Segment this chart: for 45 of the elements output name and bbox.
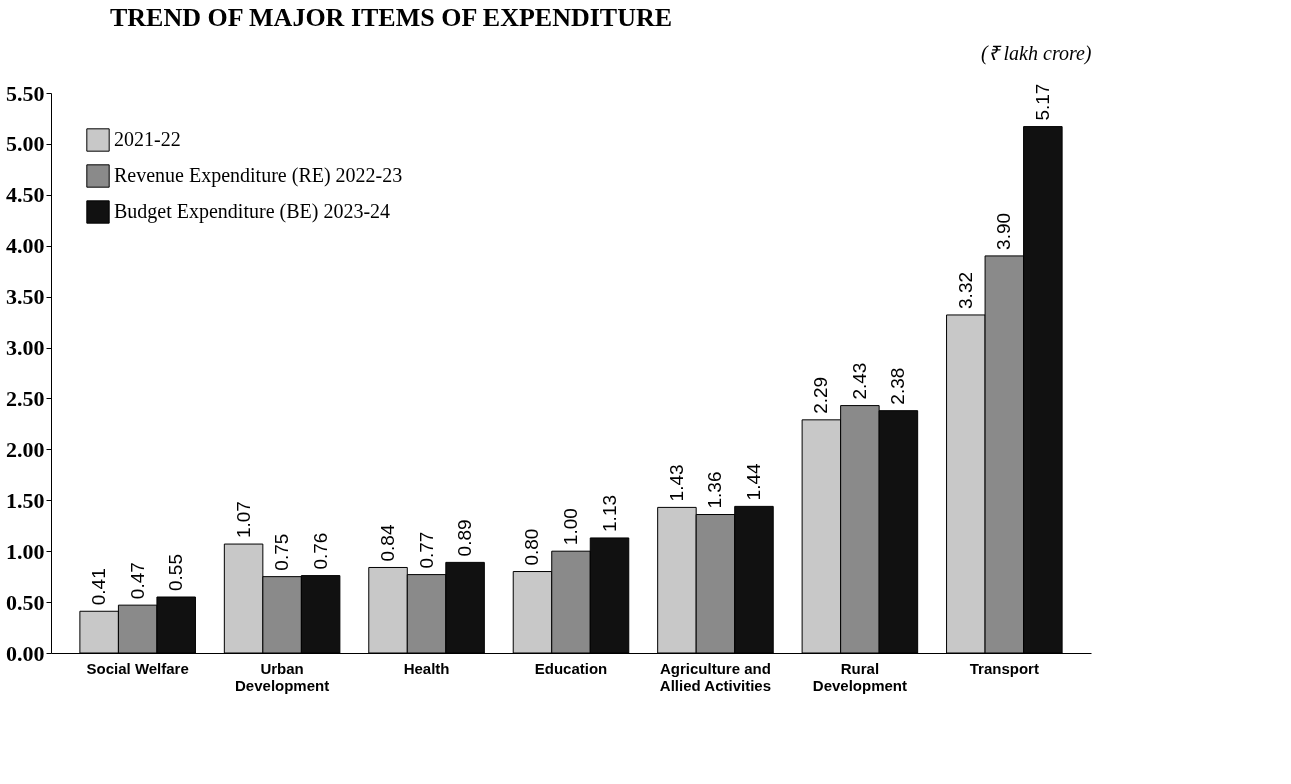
data-label: 1.43 xyxy=(665,464,687,502)
legend-label: Budget Expenditure (BE) 2023-24 xyxy=(114,200,391,223)
data-label: 3.32 xyxy=(954,271,976,309)
data-label: 2.43 xyxy=(848,362,870,400)
data-label: 0.84 xyxy=(377,524,399,562)
chart-title: TREND OF MAJOR ITEMS OF EXPENDITURE xyxy=(109,3,673,32)
data-label: 0.55 xyxy=(165,554,187,591)
data-label: 2.38 xyxy=(887,367,909,405)
legend-label: Revenue Expenditure (RE) 2022-23 xyxy=(114,164,403,187)
data-label: 1.00 xyxy=(560,508,581,546)
data-label: 2.29 xyxy=(810,376,832,414)
x-tick-label: Social Welfare xyxy=(86,659,189,677)
data-label: 0.80 xyxy=(521,528,543,566)
data-label: 1.07 xyxy=(232,501,254,539)
data-label: 1.13 xyxy=(598,494,620,532)
y-tick-label: 5.50 xyxy=(6,80,45,106)
x-tick-label: Health xyxy=(403,659,450,677)
data-label: 1.36 xyxy=(704,471,726,509)
legend-label: 2021-22 xyxy=(114,128,181,150)
data-label: 0.76 xyxy=(309,532,331,570)
data-label: 5.17 xyxy=(1031,83,1053,121)
y-tick-label: 1.50 xyxy=(6,487,45,513)
x-tick-label: Education xyxy=(534,659,608,677)
y-tick-label: 3.50 xyxy=(6,284,45,310)
y-tick-label: 4.50 xyxy=(6,182,45,208)
y-tick-label: 4.00 xyxy=(6,233,45,259)
y-tick-label: 3.00 xyxy=(6,335,45,361)
y-axis-title: (₹ lakh crore) xyxy=(980,41,1092,65)
y-tick-label: 1.00 xyxy=(6,538,45,564)
y-tick-label: 0.00 xyxy=(6,640,45,666)
data-label: 1.44 xyxy=(742,462,764,501)
data-label: 3.90 xyxy=(993,212,1015,250)
data-label: 0.47 xyxy=(126,562,148,600)
x-tick-label: Agriculture and Allied Activities xyxy=(659,659,772,694)
x-tick-label: Rural Development xyxy=(812,659,907,694)
y-tick-label: 2.00 xyxy=(6,436,45,462)
data-label: 0.75 xyxy=(271,533,293,571)
data-label: 0.41 xyxy=(88,568,110,606)
y-tick-label: 5.00 xyxy=(6,131,45,157)
x-tick-label: Transport xyxy=(969,659,1039,677)
data-label: 0.77 xyxy=(415,531,437,569)
y-tick-label: 2.50 xyxy=(6,385,45,411)
y-tick-label: 0.50 xyxy=(6,589,45,615)
x-tick-label: Urban Development xyxy=(235,659,330,694)
data-label: 0.89 xyxy=(454,519,476,557)
